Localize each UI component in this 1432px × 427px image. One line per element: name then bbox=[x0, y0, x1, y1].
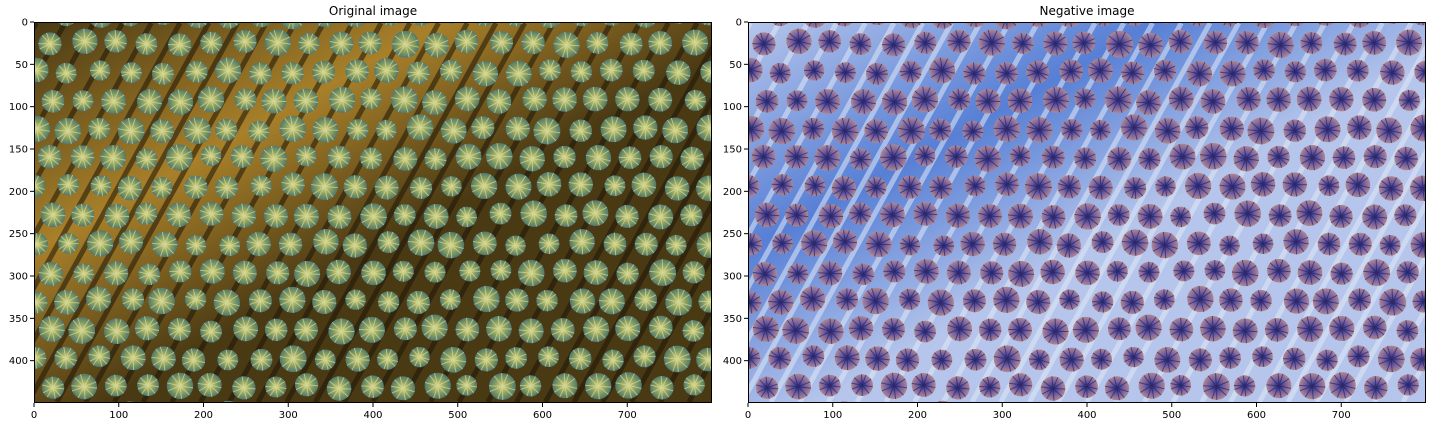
negative-image-title: Negative image bbox=[1039, 4, 1135, 18]
y-tick-label: 400 bbox=[723, 356, 742, 367]
y-tick-label: 100 bbox=[9, 102, 28, 113]
y-tick-label: 0 bbox=[22, 18, 28, 29]
y-tick-label: 150 bbox=[723, 145, 742, 156]
y-tick-label: 300 bbox=[9, 272, 28, 283]
x-tick-label: 100 bbox=[823, 410, 842, 421]
x-tick-label: 500 bbox=[1162, 410, 1181, 421]
x-tick-label: 300 bbox=[993, 410, 1012, 421]
y-tick-label: 100 bbox=[723, 102, 742, 113]
x-tick-label: 200 bbox=[194, 410, 213, 421]
x-tick-label: 0 bbox=[31, 410, 37, 421]
y-tick-label: 150 bbox=[9, 145, 28, 156]
y-tick-label: 50 bbox=[15, 60, 28, 71]
y-tick-label: 200 bbox=[723, 187, 742, 198]
x-tick-label: 600 bbox=[1247, 410, 1266, 421]
x-tick-label: 500 bbox=[448, 410, 467, 421]
y-tick-label: 300 bbox=[723, 272, 742, 283]
x-tick-label: 700 bbox=[1332, 410, 1351, 421]
x-tick-label: 700 bbox=[618, 410, 637, 421]
y-tick-label: 200 bbox=[9, 187, 28, 198]
x-tick-label: 100 bbox=[109, 410, 128, 421]
x-tick-label: 400 bbox=[363, 410, 382, 421]
x-tick-label: 200 bbox=[908, 410, 927, 421]
y-tick-label: 400 bbox=[9, 356, 28, 367]
y-tick-label: 350 bbox=[723, 314, 742, 325]
x-tick-label: 300 bbox=[279, 410, 298, 421]
negative-image-axes bbox=[748, 22, 1426, 403]
y-tick-label: 350 bbox=[9, 314, 28, 325]
negative-image bbox=[749, 23, 1425, 402]
y-tick-label: 0 bbox=[736, 18, 742, 29]
x-tick-label: 0 bbox=[745, 410, 751, 421]
original-image-title: Original image bbox=[328, 4, 418, 18]
y-tick-label: 50 bbox=[729, 60, 742, 71]
original-image-axes bbox=[34, 22, 712, 403]
original-image bbox=[35, 23, 711, 402]
y-tick-label: 250 bbox=[9, 229, 28, 240]
x-tick-label: 400 bbox=[1077, 410, 1096, 421]
y-tick-label: 250 bbox=[723, 229, 742, 240]
x-tick-label: 600 bbox=[533, 410, 552, 421]
